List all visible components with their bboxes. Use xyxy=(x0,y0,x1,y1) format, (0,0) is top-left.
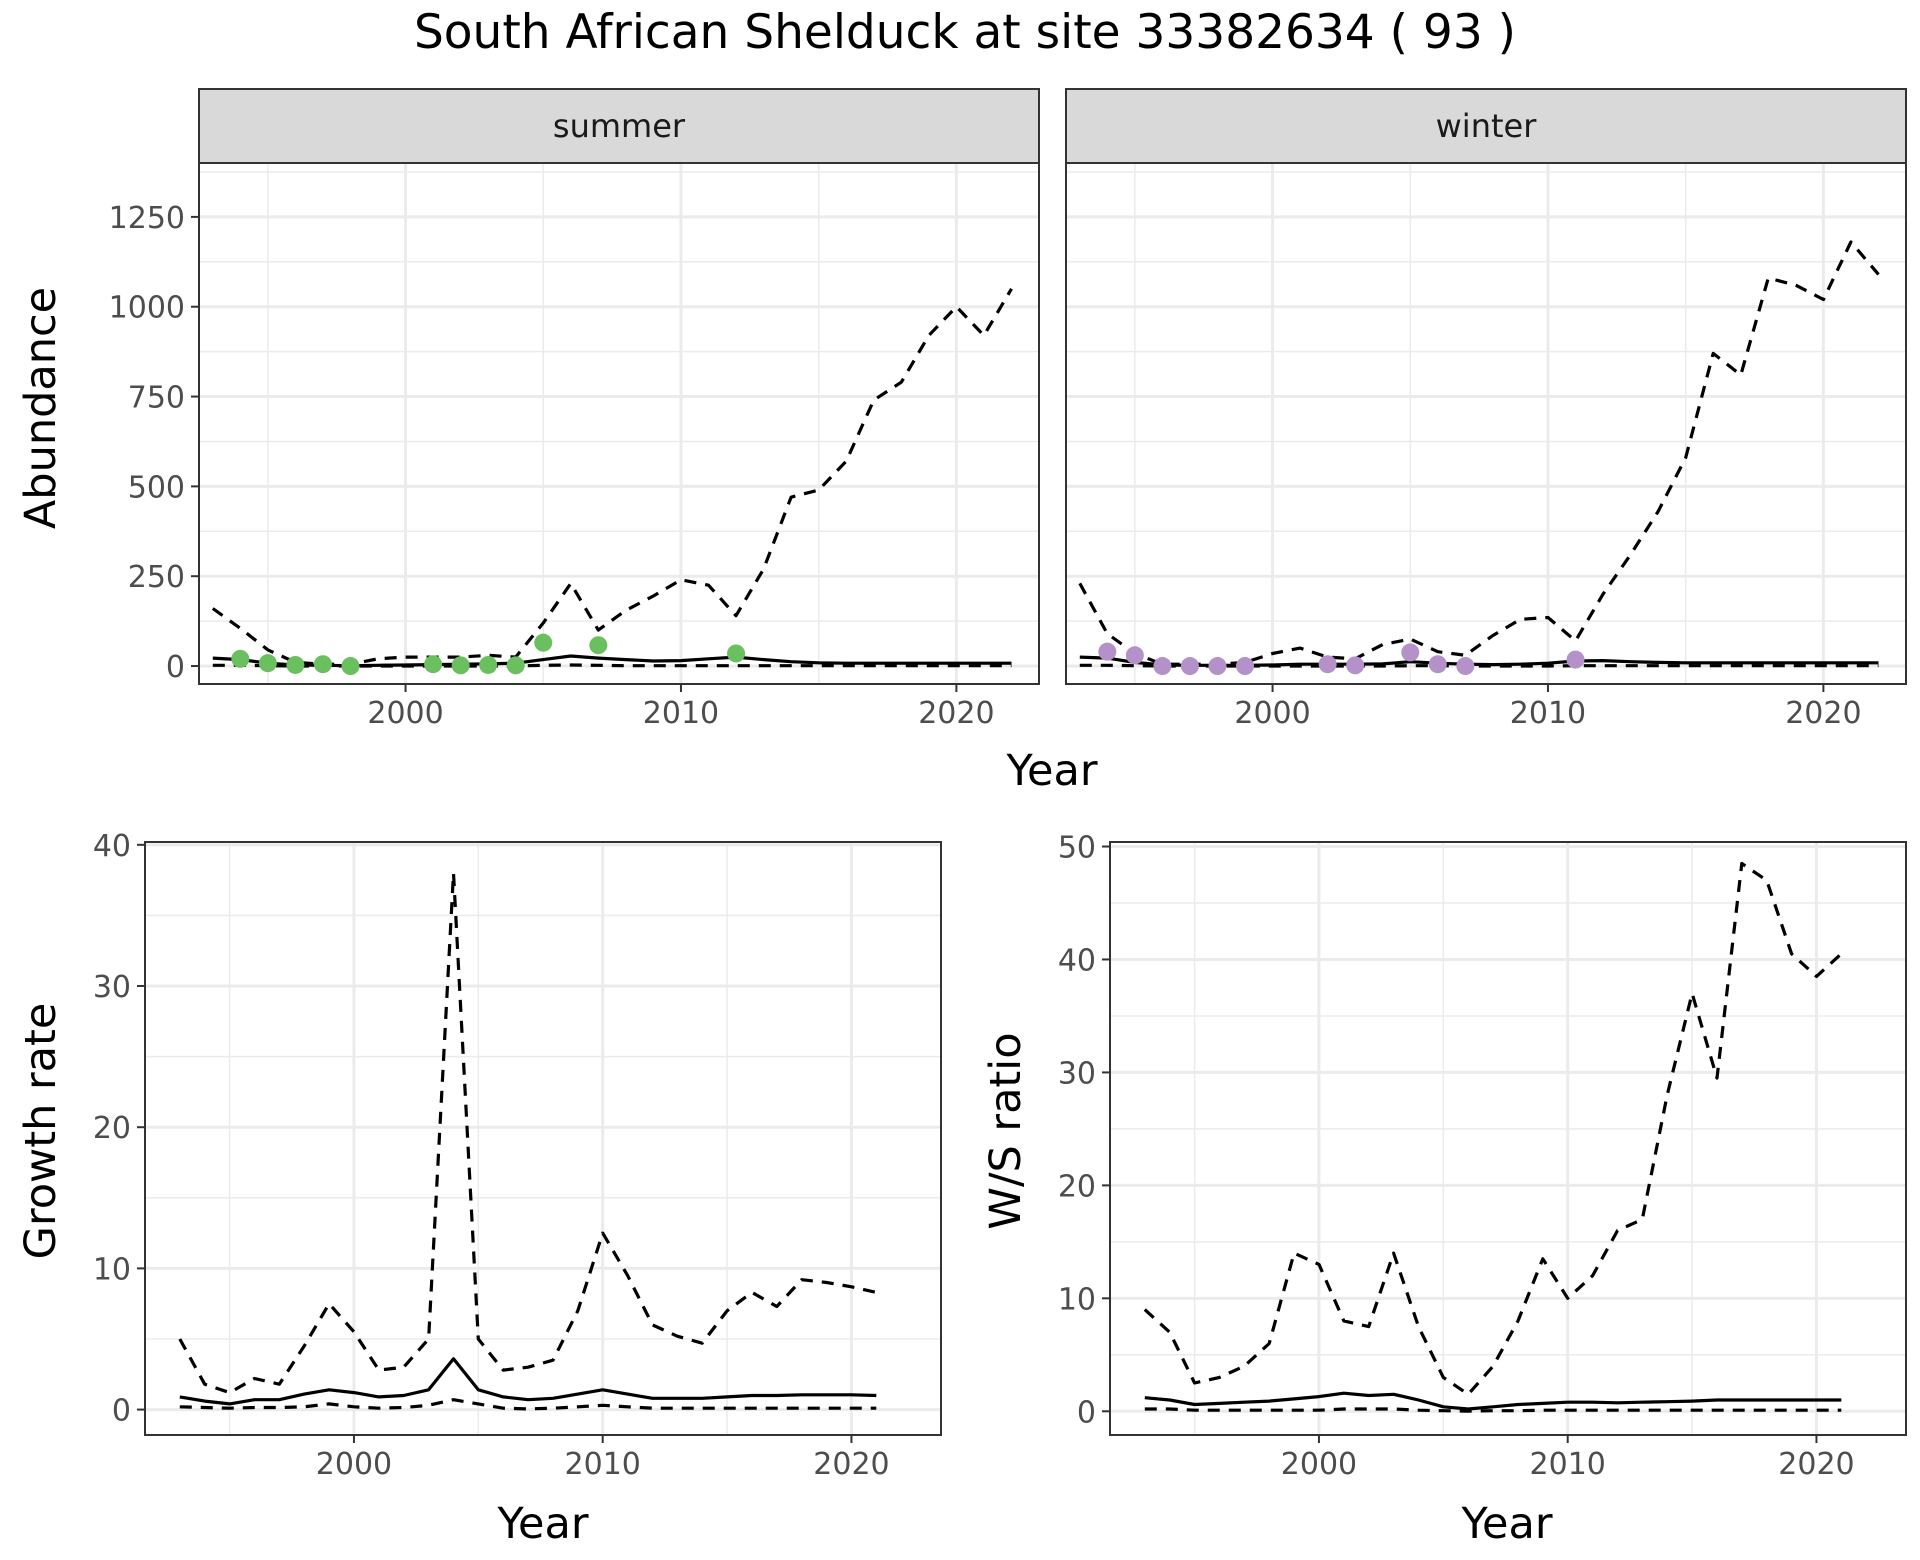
strip-winter xyxy=(1065,88,1907,164)
ws-x-axis-title: Year xyxy=(1460,1499,1552,1549)
x-tick-label: 2020 xyxy=(1785,696,1861,731)
abundance-y-axis-title: Abundance xyxy=(16,287,66,529)
y-tick-label: 40 xyxy=(93,829,131,864)
data-point xyxy=(1153,657,1172,676)
x-tick-label: 2000 xyxy=(1281,1447,1357,1482)
y-tick-label: 500 xyxy=(128,470,185,505)
y-tick-label: 20 xyxy=(1058,1169,1096,1204)
panel-growth-rate: 2000 2010 2020 0 10 20 30 40 xyxy=(93,829,942,1482)
x-tick-label: 2000 xyxy=(1234,696,1310,731)
panel-background xyxy=(145,842,941,1435)
data-point xyxy=(534,633,553,652)
data-point xyxy=(1428,655,1447,674)
y-tick-label: 750 xyxy=(128,381,185,416)
data-point xyxy=(341,657,360,676)
data-point xyxy=(1236,657,1255,676)
series-line-upper xyxy=(1143,861,1843,1396)
y-tick-label: 1250 xyxy=(109,201,185,236)
data-point xyxy=(1346,656,1365,675)
data-point xyxy=(1456,657,1475,676)
x-tick-label: 2010 xyxy=(643,696,719,731)
series-line-lower xyxy=(1144,1407,1842,1413)
data-point xyxy=(313,655,332,674)
panel-abundance-winter: winter 2000 2010 2020 xyxy=(1065,88,1907,731)
y-tick-label: 30 xyxy=(93,970,131,1005)
y-tick-label: 10 xyxy=(93,1252,131,1287)
plot-area-abundance-summer: 2000 2010 2020 0 250 500 750 1000 1250 xyxy=(109,162,1040,731)
panel-border xyxy=(1109,841,1907,1436)
panel-background xyxy=(1066,163,1906,684)
strip-summer xyxy=(198,88,1040,164)
data-point xyxy=(1180,657,1199,676)
series-line-mean xyxy=(1144,1391,1842,1411)
data-point xyxy=(286,655,305,674)
series-line-lower xyxy=(179,1398,877,1411)
data-point xyxy=(506,656,525,675)
data-point xyxy=(1208,657,1227,676)
y-tick-label: 20 xyxy=(93,1111,131,1146)
panel-ws-ratio: 2000 2010 2020 0 10 20 30 40 50 xyxy=(1058,831,1907,1482)
data-point xyxy=(1401,643,1420,662)
y-tick-label: 30 xyxy=(1058,1056,1096,1091)
growth-y-axis-title: Growth rate xyxy=(16,1003,66,1260)
x-tick-label: 2000 xyxy=(316,1447,392,1482)
x-tick-label: 2010 xyxy=(565,1447,641,1482)
data-point xyxy=(1125,646,1144,665)
panel-border xyxy=(144,841,942,1436)
y-tick-label: 0 xyxy=(1077,1395,1096,1430)
abundance-x-axis-title: Year xyxy=(1005,746,1097,796)
x-tick-label: 2000 xyxy=(367,696,443,731)
y-tick-label: 50 xyxy=(1058,831,1096,866)
x-tick-label: 2020 xyxy=(813,1447,889,1482)
series-line-mean xyxy=(179,1357,877,1406)
y-tick-label: 0 xyxy=(112,1394,131,1429)
y-tick-label: 40 xyxy=(1058,943,1096,978)
data-point xyxy=(451,656,470,675)
data-point xyxy=(589,636,608,655)
x-tick-label: 2020 xyxy=(918,696,994,731)
data-point xyxy=(258,654,277,673)
figure-title: South African Shelduck at site 33382634 … xyxy=(414,5,1516,60)
y-tick-label: 1000 xyxy=(109,291,185,326)
data-point xyxy=(231,649,250,668)
data-point xyxy=(727,644,746,663)
x-tick-label: 2010 xyxy=(1530,1447,1606,1482)
panel-background xyxy=(199,163,1039,684)
data-point xyxy=(479,655,498,674)
plot-area-abundance-winter: 2000 2010 2020 xyxy=(1065,162,1907,731)
panel-background xyxy=(1110,842,1906,1435)
panel-border xyxy=(198,162,1040,685)
data-point xyxy=(1098,642,1117,661)
y-tick-label: 250 xyxy=(128,560,185,595)
plot-area-growth-rate: 2000 2010 2020 0 10 20 30 40 xyxy=(93,829,942,1482)
growth-x-axis-title: Year xyxy=(496,1499,588,1549)
y-tick-label: 0 xyxy=(166,650,185,685)
ws-y-axis-title: W/S ratio xyxy=(981,1032,1031,1229)
data-point xyxy=(424,655,443,674)
strip-label-winter: winter xyxy=(1436,107,1538,145)
strip-label-summer: summer xyxy=(553,107,686,145)
panel-border xyxy=(1065,162,1907,685)
panel-abundance-summer: summer 2000 2010 2020 0 250 500 750 1000 1250 xyxy=(109,88,1040,731)
series-line-upper xyxy=(178,871,877,1395)
data-point xyxy=(1318,655,1337,674)
x-tick-label: 2020 xyxy=(1778,1447,1854,1482)
y-tick-label: 10 xyxy=(1058,1282,1096,1317)
plot-area-ws-ratio: 2000 2010 2020 0 10 20 30 40 50 xyxy=(1058,831,1907,1482)
data-point xyxy=(1566,650,1585,669)
x-tick-label: 2010 xyxy=(1510,696,1586,731)
